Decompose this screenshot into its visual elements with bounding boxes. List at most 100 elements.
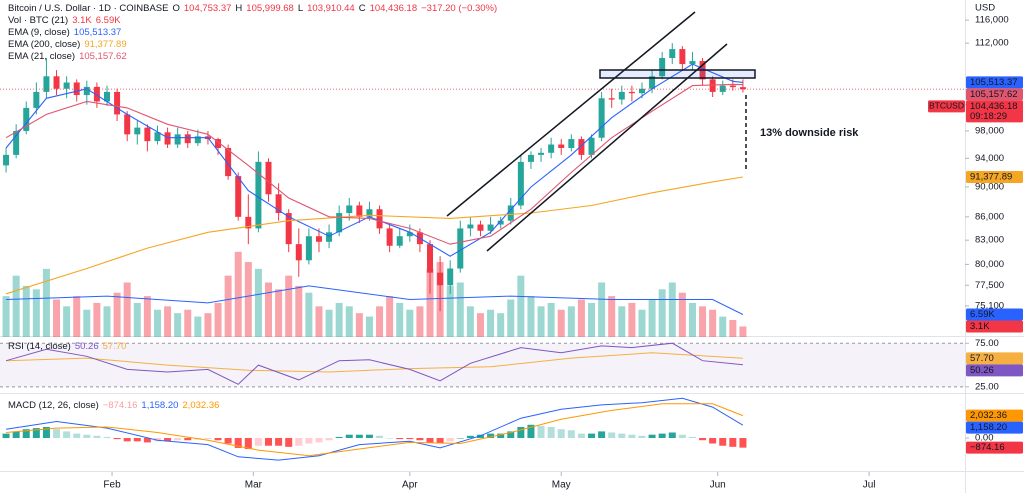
symbol-tag-label: BTCUSD: [929, 101, 964, 111]
y-tick-label: 0.00: [975, 433, 994, 444]
candle-body: [467, 224, 474, 229]
candle-body: [134, 127, 141, 135]
legend: Bitcoin / U.S. Dollar · 1D · COINBASE O 10…: [8, 3, 497, 14]
candle-body: [63, 82, 70, 89]
macd-histogram-bar: [365, 434, 373, 439]
macd-histogram-bar: [376, 435, 384, 439]
legend-value: 50.26: [75, 341, 99, 352]
macd-histogram-bar: [648, 434, 656, 439]
macd-histogram-bar: [275, 438, 283, 446]
candle-body: [376, 209, 383, 229]
legend: MACD (12, 26, close) −874.16 1,158.20 2,032…: [8, 400, 219, 411]
volume-bar: [608, 296, 616, 337]
candle-body: [225, 147, 232, 177]
volume-bar: [577, 299, 585, 337]
volume-bar: [224, 275, 232, 337]
macd-histogram-bar: [446, 438, 454, 442]
volume-bar: [507, 299, 515, 337]
candle-body: [618, 91, 625, 100]
x-tick-label: Jul: [863, 480, 876, 491]
volume-bar: [204, 313, 212, 337]
y-tick-label: 90,000: [975, 181, 1004, 192]
ema-line: [5, 83, 743, 245]
legend-value: 105,513.37: [74, 27, 122, 38]
macd-histogram-bar: [224, 438, 232, 444]
macd-histogram-bar: [285, 438, 293, 447]
indicator-name: MACD (12, 26, close): [8, 400, 99, 411]
candle-body: [275, 194, 282, 214]
candle-body: [356, 205, 363, 217]
volume-bar: [153, 309, 161, 337]
candle-body: [477, 224, 484, 231]
volume-bar: [476, 313, 484, 337]
macd-histogram-bar: [113, 438, 121, 440]
candle-body: [235, 176, 242, 217]
price-pill-label: 6.59K: [970, 309, 995, 320]
volume-bar: [164, 306, 172, 337]
macd-histogram-bar: [63, 431, 71, 439]
candle-body: [669, 49, 676, 59]
volume-bar: [658, 289, 666, 337]
macd-histogram-bar: [618, 433, 626, 439]
volume-ma-line: [6, 285, 744, 315]
candle-body: [649, 76, 656, 89]
candle-body: [336, 213, 343, 233]
candle-body: [628, 91, 635, 94]
drawings: 13% downside risk: [446, 11, 859, 252]
volume-bar: [285, 275, 293, 337]
volume-bar: [295, 285, 303, 337]
candle-body: [174, 134, 181, 145]
macd-histogram-bar: [678, 434, 686, 439]
price-pill-label: 50.26: [970, 365, 994, 376]
price-pill-label: 91,377.89: [970, 171, 1012, 182]
macd-histogram-bar: [557, 429, 565, 439]
macd-histogram-bar: [567, 430, 575, 439]
volume-bar: [355, 313, 363, 337]
macd-histogram-bar: [73, 433, 81, 439]
candle-body: [164, 132, 171, 145]
macd-histogram-bar: [466, 435, 474, 439]
volume-bar: [143, 296, 151, 337]
candle-body: [33, 91, 40, 108]
candle-body: [386, 228, 393, 246]
volume-bar: [93, 302, 101, 337]
price-pill: [966, 352, 1023, 365]
candle-body: [739, 87, 746, 90]
volume-bar: [628, 302, 636, 337]
candle-body: [315, 236, 322, 242]
candle-body: [558, 144, 565, 148]
price-pill: [966, 441, 1023, 454]
ohlc-value: 104,436.18: [370, 3, 418, 14]
macd-histogram-bar: [487, 433, 495, 439]
candle-body: [578, 139, 585, 155]
volume-bar: [547, 302, 555, 337]
volume-bar: [63, 306, 71, 337]
candle-body: [215, 139, 222, 148]
macd-histogram-bar: [265, 438, 273, 446]
y-tick-label: 25.00: [975, 381, 999, 392]
macd-histogram-bar: [244, 438, 252, 450]
volume-bar: [729, 319, 737, 337]
volume-bar: [345, 306, 353, 337]
candle-body: [285, 213, 292, 245]
volume-bar: [466, 306, 474, 337]
macd-histogram-bar: [729, 438, 737, 447]
macd-histogram-bar: [537, 425, 545, 439]
macd-histogram-bar: [335, 436, 343, 439]
macd-histogram-bar: [254, 438, 262, 446]
macd-histogram-bar: [2, 433, 10, 439]
volume-bar: [376, 306, 384, 337]
price-pill: [966, 364, 1023, 377]
candle-body: [497, 220, 504, 225]
y-tick-label: 80,000: [975, 259, 1004, 270]
volume-bar: [426, 268, 434, 337]
macd-histogram-bar: [638, 435, 646, 439]
price-pill-label: 3.1K: [970, 321, 990, 332]
price-pill: [966, 409, 1023, 422]
candle-body: [73, 82, 80, 96]
axis-unit: USD: [975, 3, 995, 14]
candle-body: [538, 152, 545, 155]
macd-line: [6, 397, 744, 461]
candle-body: [144, 127, 151, 142]
